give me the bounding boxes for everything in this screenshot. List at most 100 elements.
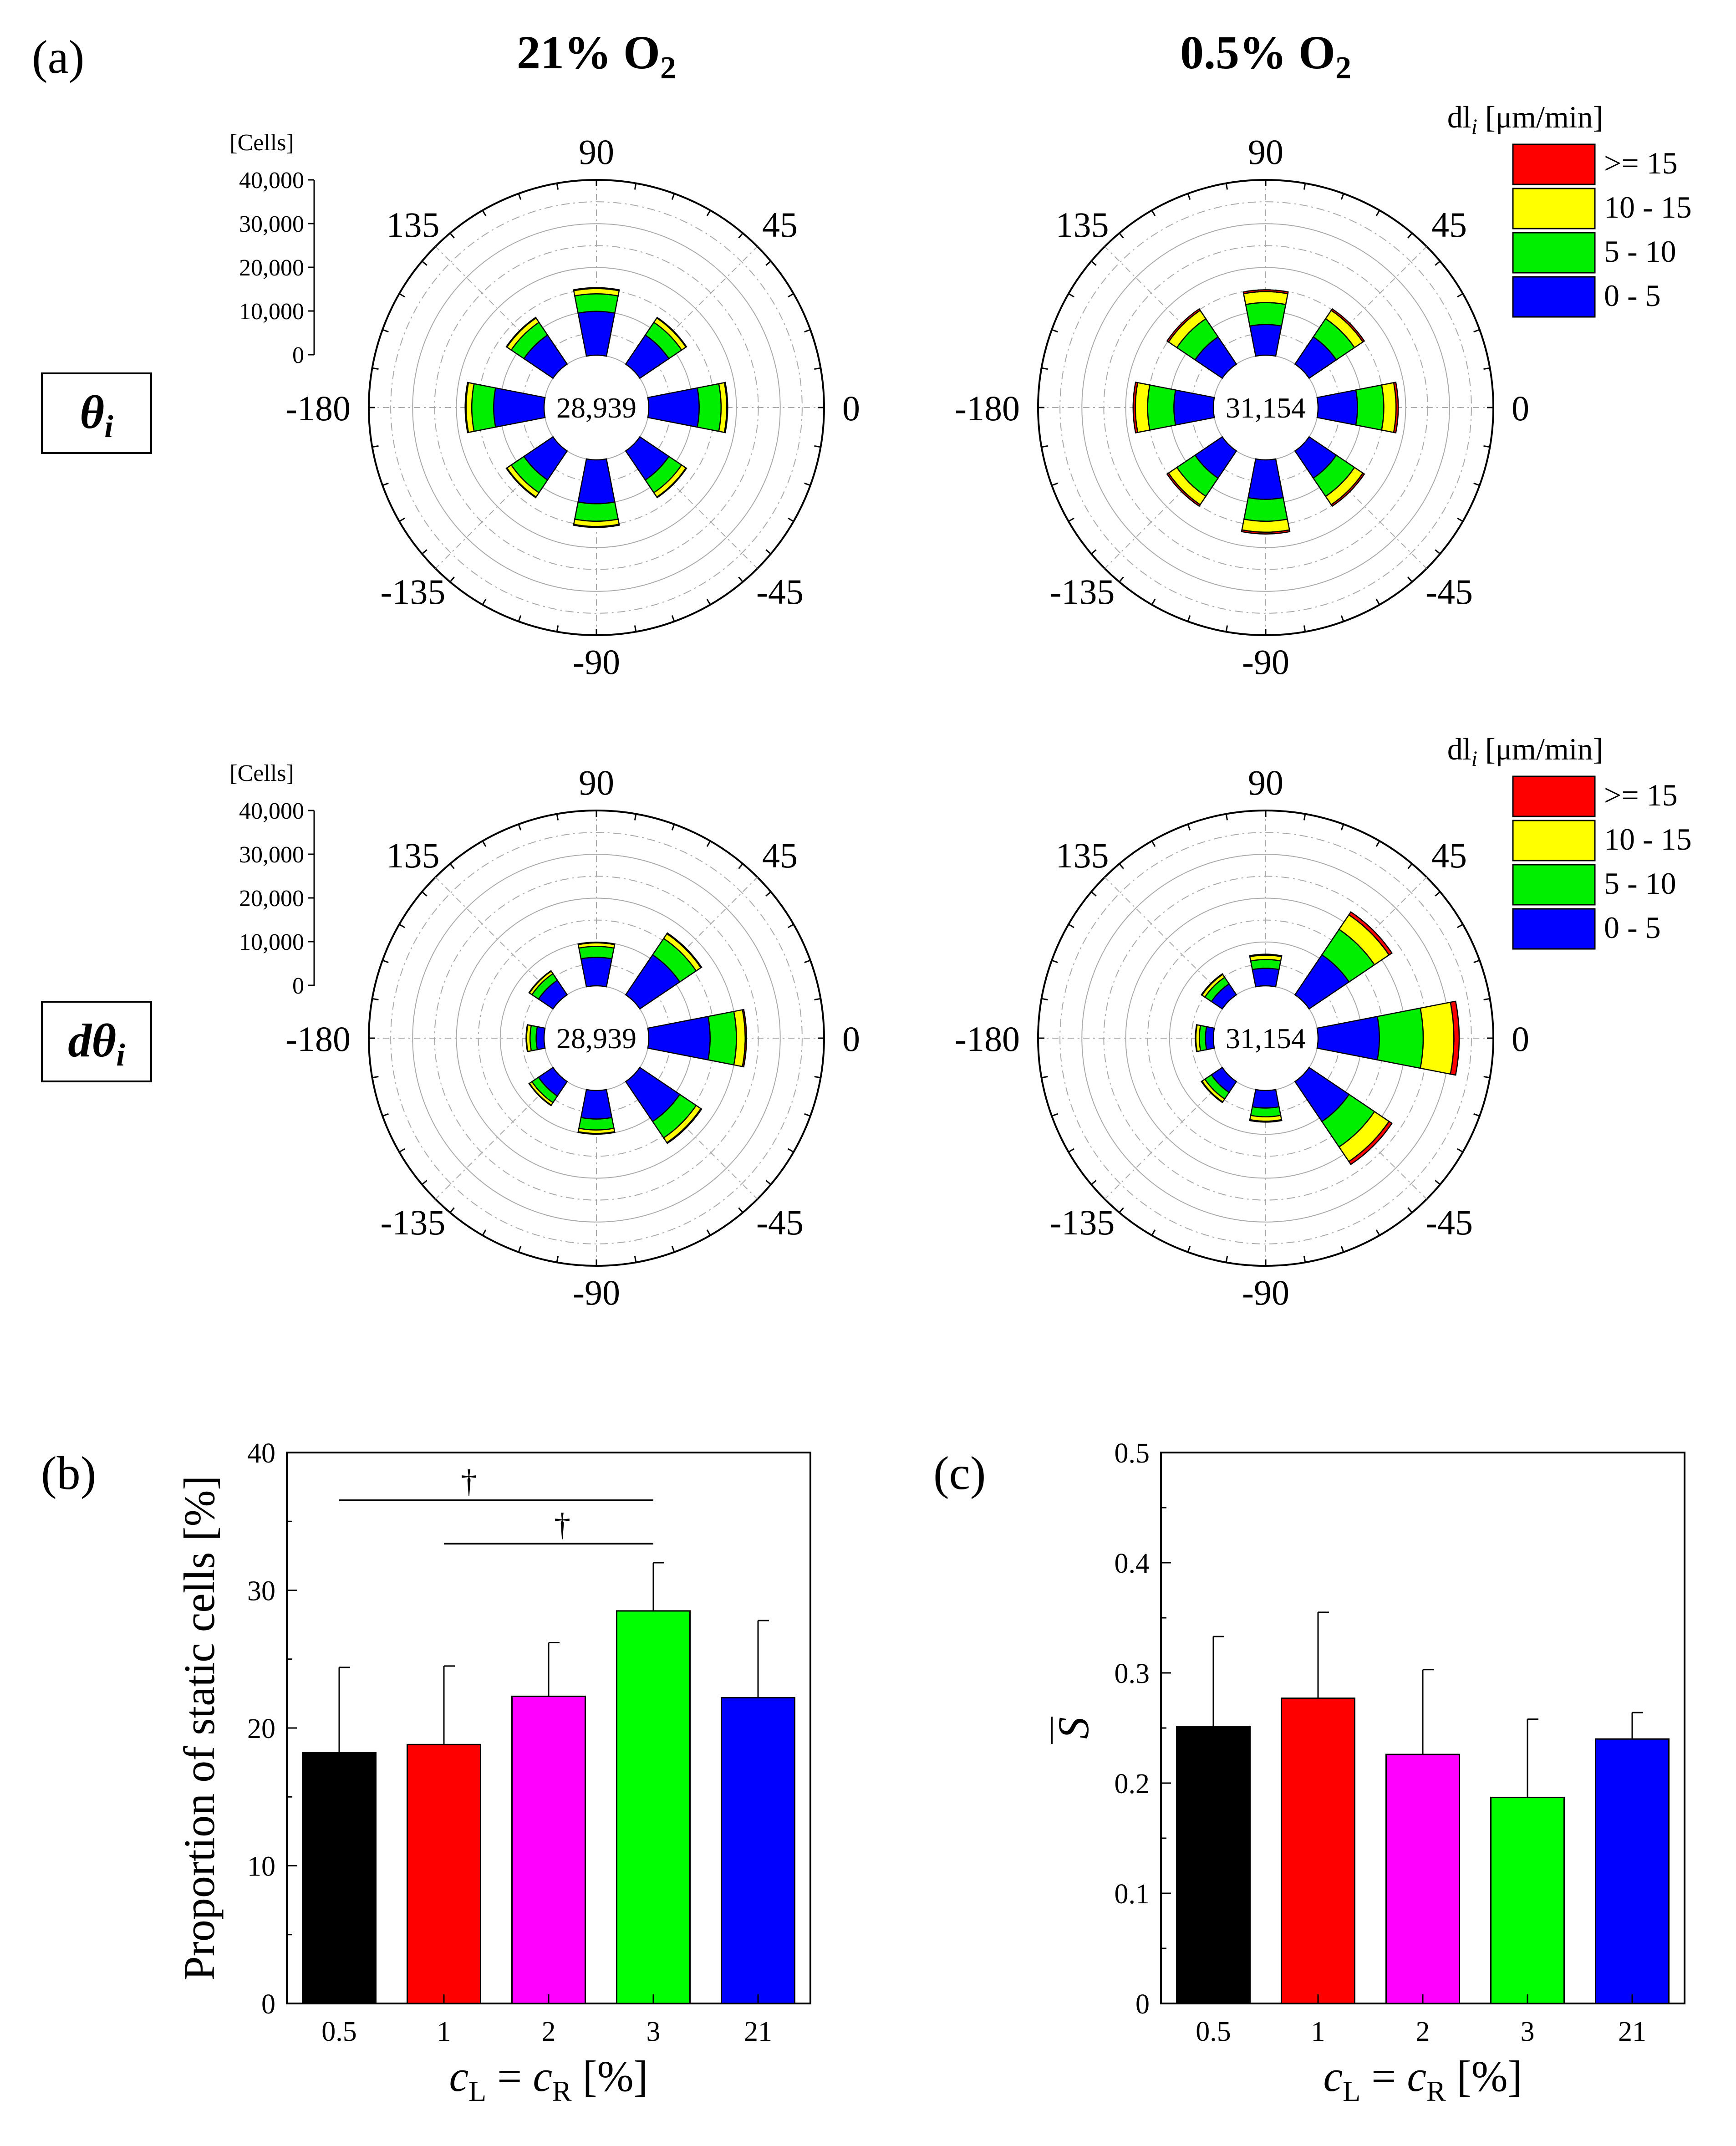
significance-marker: † <box>461 1463 477 1499</box>
legend-swatch <box>1512 188 1596 229</box>
polar-tick <box>1435 260 1441 266</box>
bar <box>1490 1796 1565 2004</box>
polar-tick <box>814 1076 821 1079</box>
polar-tick <box>449 1207 455 1213</box>
polar-angle-label: 45 <box>762 836 798 875</box>
polar-wedge--15 <box>1249 953 1283 958</box>
x-tick-label: 2 <box>1416 2016 1430 2047</box>
svg-text:dθi: dθi <box>68 1014 125 1073</box>
legend-label: 10 - 15 <box>1604 822 1692 856</box>
polar-tick <box>738 576 743 582</box>
polar-tick <box>556 1256 559 1263</box>
radial-scale-tick-label: 0 <box>292 973 304 999</box>
polar-tick <box>1051 959 1058 963</box>
polar-tick <box>1187 193 1191 200</box>
polar-tick <box>1151 210 1156 216</box>
polar-wedge--15 <box>525 1024 529 1052</box>
polar-tick <box>1375 1229 1380 1236</box>
polar-tick <box>634 814 637 821</box>
polar-tick <box>482 210 487 216</box>
legend-label: 0 - 5 <box>1604 910 1661 945</box>
polar-tick <box>706 210 711 216</box>
polar-spoke <box>435 877 560 1002</box>
polar-spoke <box>1104 877 1229 1002</box>
polar-angle-label: -90 <box>1242 1273 1289 1312</box>
polar-angle-label: 0 <box>1512 1019 1529 1059</box>
polar-angle-label: -90 <box>1242 642 1289 682</box>
polar-tick <box>422 1180 428 1185</box>
polar-wedge-5-10 <box>1147 384 1176 431</box>
polar-tick <box>1225 183 1228 190</box>
polar-wedge-0-5 <box>1205 1026 1215 1050</box>
polar-tick <box>738 863 743 869</box>
polar-tick <box>634 625 637 632</box>
y-tick-label: 0 <box>261 1989 275 2020</box>
polar-tick <box>1068 517 1074 522</box>
polar-spoke <box>633 877 758 1002</box>
radial-scale-tick-label: 0 <box>292 342 304 368</box>
polar-wedge-0-5 <box>1252 1089 1280 1109</box>
polar-tick <box>1340 1246 1344 1253</box>
polar-tick <box>788 293 794 298</box>
polar-wedge-5-10 <box>578 946 615 960</box>
polar-tick <box>422 260 428 266</box>
polar-wedge--15 <box>1241 529 1291 535</box>
polar-tick <box>382 959 389 963</box>
bar <box>1385 1754 1460 2004</box>
polar-tick <box>1068 1148 1074 1153</box>
legend-label: 10 - 15 <box>1604 190 1692 224</box>
polar-angle-label: 90 <box>579 763 614 802</box>
x-axis-label: cL = cR [%] <box>449 2052 648 2107</box>
polar-tick <box>788 1148 794 1153</box>
polar-tick <box>1473 482 1480 486</box>
polar-tick <box>518 193 522 200</box>
polar-wedge-0-5 <box>535 1026 546 1050</box>
polar-tick <box>1303 1256 1306 1263</box>
radial-scale-tick-label: 20,000 <box>239 255 304 281</box>
radial-scale-tick-label: 20,000 <box>239 886 304 912</box>
polar-tick <box>556 814 559 821</box>
bar <box>1176 1726 1251 2004</box>
polar-tick <box>1091 260 1097 266</box>
radial-scale-tick-label: 40,000 <box>239 168 304 194</box>
polar-wedge--15 <box>1330 472 1365 507</box>
polar-tick <box>1187 615 1191 622</box>
legend-swatch <box>1512 232 1596 274</box>
y-tick-label: 20 <box>247 1713 275 1744</box>
polar-spoke <box>1104 246 1229 371</box>
polar-grid-ring <box>1081 223 1450 592</box>
polar-tick <box>518 1246 522 1253</box>
polar-tick <box>518 615 522 622</box>
legend-swatch <box>1512 775 1596 817</box>
polar-tick <box>671 1246 675 1253</box>
polar-chart-dtheta-05: 31,154 0 45 90 135 -180 -135 -90 -45 <box>955 763 1529 1312</box>
polar-tick <box>556 183 559 190</box>
panel-label-a: (a) <box>32 31 84 83</box>
polar-wedge-0-5 <box>580 1089 613 1120</box>
polar-tick <box>1483 367 1490 370</box>
bar-chart-b: 0 10 20 30 40 0.5 1 2 3 21 cL = cR [%] † † Proportion… <box>175 1438 811 2107</box>
legend-label: 5 - 10 <box>1604 866 1676 901</box>
legend-label: >= 15 <box>1604 146 1678 180</box>
x-tick-label: 2 <box>542 2016 556 2047</box>
polar-tick <box>765 1180 771 1185</box>
legend-swatch <box>1512 908 1596 950</box>
bar <box>721 1697 795 2004</box>
polar-spoke <box>633 246 758 371</box>
polar-tick <box>449 233 455 239</box>
polar-tick <box>1435 1180 1441 1185</box>
polar-wedge-5-10 <box>471 383 496 432</box>
polar-wedge-0-5 <box>1316 1015 1380 1061</box>
polar-wedge--15 <box>1330 308 1365 343</box>
polar-tick <box>1151 1229 1156 1236</box>
polar-wedge-0-5 <box>577 458 616 505</box>
polar-wedge-5-10 <box>1250 959 1282 970</box>
polar-tick <box>1051 329 1058 333</box>
polar-total-count: 28,939 <box>556 1022 636 1055</box>
row-label-dtheta: dθi <box>41 1001 152 1082</box>
polar-tick <box>1068 293 1074 298</box>
polar-angle-label: 90 <box>1248 132 1283 172</box>
polar-wedge--15 <box>1242 289 1289 295</box>
y-tick-label: 0.5 <box>1115 1438 1150 1469</box>
polar-tick <box>671 193 675 200</box>
